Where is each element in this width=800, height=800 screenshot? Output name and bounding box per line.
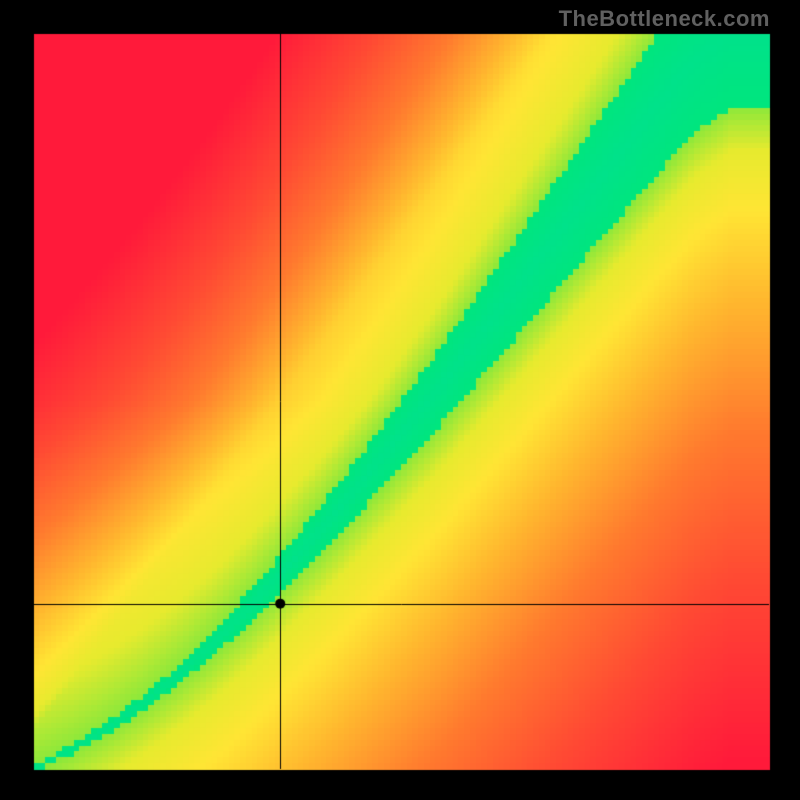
heatmap-plot bbox=[0, 0, 800, 800]
watermark-text: TheBottleneck.com bbox=[559, 6, 770, 32]
